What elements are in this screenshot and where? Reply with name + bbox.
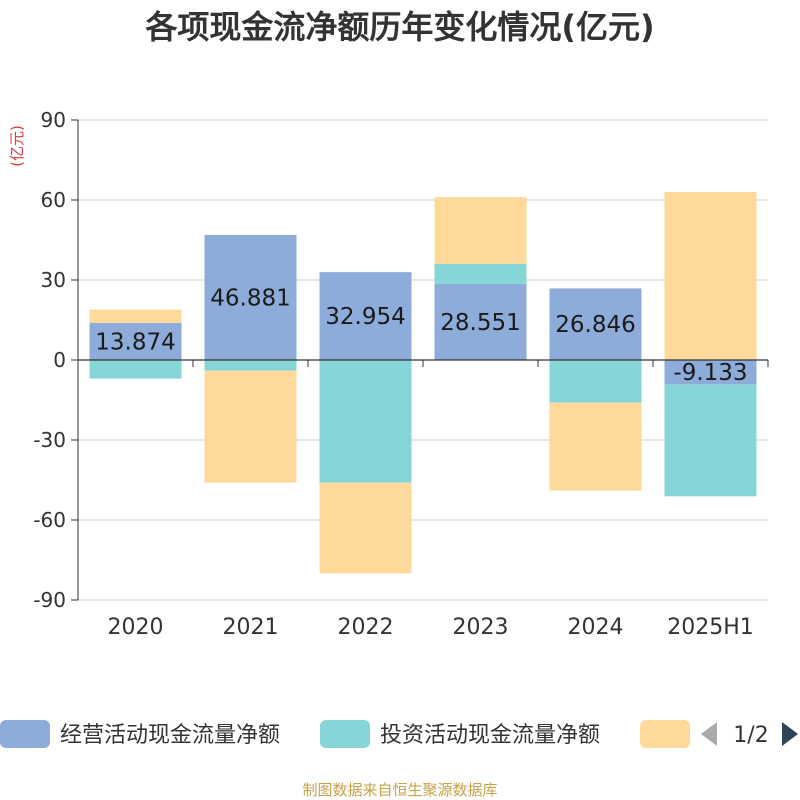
bar-series2-2022 — [319, 360, 412, 483]
legend-page-indicator: 1/2 — [733, 723, 768, 748]
x-tick-label: 2020 — [108, 615, 164, 640]
x-tick-label: 2022 — [338, 615, 394, 640]
x-tick-label: 2023 — [453, 615, 509, 640]
source-note: 制图数据来自恒生聚源数据库 — [302, 781, 497, 799]
bar-series3-2021 — [204, 370, 297, 483]
bar-series2-2020 — [89, 360, 182, 379]
y-tick-label: -30 — [33, 428, 66, 452]
data-label: 32.954 — [325, 304, 405, 330]
bar-series3-2020 — [89, 309, 182, 324]
bar-series2-2025H1 — [664, 384, 757, 497]
data-label: 13.874 — [95, 330, 175, 356]
data-label: -9.133 — [673, 360, 747, 386]
axes: 90 60 30 0 -30 -60 -90 2020 2021 2022 2023 2024 2025… — [33, 108, 769, 640]
bar-series2-2021 — [204, 360, 297, 371]
data-label: 28.551 — [440, 310, 520, 336]
bars — [89, 192, 757, 574]
data-label: 26.846 — [555, 312, 635, 338]
x-tick-label: 2024 — [568, 615, 624, 640]
bar-series3-2024 — [549, 402, 642, 491]
bar-series1-2024 — [549, 288, 642, 360]
y-tick-label: -90 — [33, 588, 66, 612]
bar-series3-2025H1 — [664, 192, 757, 360]
bar-series1-2023 — [434, 283, 527, 360]
x-tick-label: 2021 — [223, 615, 279, 640]
bar-series3-2023 — [434, 197, 527, 264]
y-tick-label: -60 — [33, 508, 66, 532]
legend-next-icon[interactable] — [782, 722, 798, 746]
y-axis-unit-label: (亿元) — [8, 125, 26, 167]
y-tick-label: 60 — [41, 188, 66, 212]
bar-series2-2023 — [434, 263, 527, 284]
bar-series1-2020 — [89, 323, 182, 360]
legend-swatch[interactable] — [0, 720, 50, 748]
legend: 经营活动现金流量净额 投资活动现金流量净额 1/2 — [0, 720, 798, 748]
legend-swatch[interactable] — [640, 720, 690, 748]
bar-series3-2022 — [319, 482, 412, 574]
bar-series1-2025H1 — [664, 360, 757, 385]
chart-title: 各项现金流净额历年变化情况(亿元) — [145, 8, 654, 46]
y-tick-label: 30 — [41, 268, 66, 292]
legend-label[interactable]: 经营活动现金流量净额 — [60, 723, 280, 748]
bar-series1-2022 — [319, 272, 412, 360]
data-label: 46.881 — [210, 285, 290, 311]
bar-series1-2021 — [204, 234, 297, 360]
y-tick-label: 0 — [53, 348, 66, 372]
legend-label[interactable]: 投资活动现金流量净额 — [380, 723, 600, 748]
legend-swatch[interactable] — [320, 720, 370, 748]
legend-prev-icon[interactable] — [701, 722, 717, 746]
y-tick-label: 90 — [41, 108, 66, 132]
x-tick-label: 2025H1 — [667, 615, 754, 640]
data-labels: 13.874 46.881 32.954 28.551 26.846 -9.133 — [95, 285, 747, 386]
bar-series2-2024 — [549, 360, 642, 403]
